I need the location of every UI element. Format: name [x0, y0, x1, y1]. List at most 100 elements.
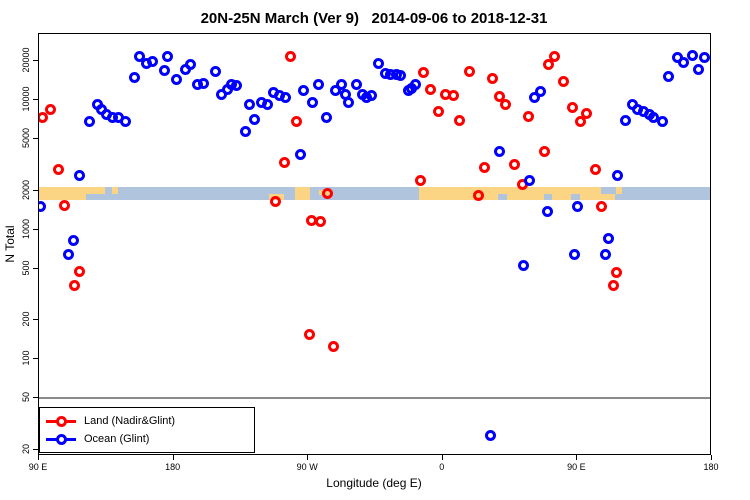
y-tick-mark [33, 138, 38, 140]
land-point [509, 158, 521, 170]
land-point [290, 115, 302, 127]
ocean-point [84, 115, 96, 127]
ocean-point [198, 77, 209, 89]
y-axis-title: N Total [3, 225, 17, 263]
land-point [284, 50, 296, 62]
land-point [589, 164, 601, 176]
ocean-point [485, 429, 497, 441]
ocean-point [162, 50, 174, 62]
ocean-point [600, 248, 612, 260]
land-point [595, 200, 607, 212]
land-point [39, 112, 48, 124]
ocean-point [410, 78, 422, 90]
legend-item-ocean: Ocean (Glint) [46, 430, 254, 448]
ocean-point [612, 169, 624, 181]
y-tick-label: 1000 [21, 218, 31, 239]
land-point [464, 65, 476, 77]
y-tick-label: 100 [21, 350, 31, 366]
y-tick-label: 50 [21, 392, 31, 403]
land-point [549, 50, 561, 62]
strip-ocean-notch [571, 194, 581, 200]
reference-line-50 [39, 397, 710, 400]
ocean-point [295, 149, 307, 161]
land-point [494, 90, 506, 102]
ocean-point [528, 92, 540, 104]
land-point [486, 72, 498, 84]
ocean-point [699, 51, 710, 63]
land-point [522, 110, 534, 122]
land-point [52, 164, 64, 176]
strip-land-segment [616, 187, 623, 194]
legend: Land (Nadir&Glint) Ocean (Glint) [39, 407, 255, 453]
ocean-point [39, 200, 46, 212]
ocean-point [571, 201, 583, 213]
x-tick-label: 90 E [567, 462, 586, 472]
ocean-point [313, 78, 325, 90]
ocean-point [329, 84, 341, 96]
y-tick-label: 10000 [21, 86, 31, 112]
y-tick-mark [33, 228, 38, 230]
ocean-point [365, 89, 377, 101]
land-point [447, 89, 459, 101]
legend-label-ocean: Ocean (Glint) [84, 433, 150, 445]
land-point [473, 189, 485, 201]
land-point [425, 83, 437, 95]
ocean-point [248, 113, 260, 125]
y-tick-mark [33, 397, 38, 399]
ocean-point [335, 78, 347, 90]
land-point [45, 103, 57, 115]
y-tick-mark [33, 189, 38, 191]
x-tick-mark [441, 455, 443, 460]
land-point [543, 58, 555, 70]
land-point [417, 66, 429, 78]
ocean-point [184, 58, 196, 70]
strip-land-segment [418, 187, 615, 200]
y-tick-mark [33, 358, 38, 360]
ocean-marker-icon [46, 433, 76, 445]
legend-item-land: Land (Nadir&Glint) [46, 412, 254, 430]
legend-label-land: Land (Nadir&Glint) [84, 415, 176, 427]
land-point [69, 280, 81, 292]
land-point [322, 187, 334, 199]
chart-title: 20N-25N March (Ver 9) 2014-09-06 to 2018… [200, 10, 548, 27]
land-point [328, 341, 340, 353]
ocean-point [518, 260, 530, 271]
x-tick-mark [711, 455, 712, 460]
x-tick-mark [172, 455, 174, 460]
ocean-point [350, 78, 362, 90]
strip-land-segment [294, 187, 310, 200]
ocean-point [494, 146, 506, 158]
ocean-point [129, 71, 141, 83]
ocean-point [534, 85, 546, 97]
x-axis-title: Longitude (deg E) [326, 476, 422, 490]
land-point [414, 174, 426, 186]
strip-ocean-notch [601, 187, 615, 194]
x-tick-mark [576, 455, 578, 460]
ocean-point [372, 57, 384, 69]
ocean-point [239, 126, 251, 138]
ocean-point [120, 115, 132, 127]
land-point [58, 199, 70, 211]
ocean-point [524, 174, 536, 186]
land-point [269, 195, 281, 207]
land-marker-icon [46, 415, 76, 427]
ocean-point [663, 70, 675, 82]
y-tick-mark [33, 267, 38, 269]
ocean-point [693, 63, 705, 75]
land-point [479, 162, 491, 174]
land-point [453, 114, 465, 126]
x-tick-mark [38, 455, 39, 460]
ocean-point [244, 98, 256, 110]
land-point [567, 102, 579, 114]
x-tick-label: 180 [703, 462, 719, 472]
ocean-point [209, 65, 221, 77]
ocean-point [147, 55, 159, 67]
strip-land-segment [86, 187, 105, 194]
y-tick-label: 20000 [21, 47, 31, 73]
ocean-point [603, 233, 615, 245]
ocean-point [133, 50, 145, 62]
x-tick-label: 90 W [296, 462, 318, 472]
ocean-point [67, 234, 79, 246]
land-point [500, 98, 512, 110]
strip-ocean-notch [498, 194, 508, 200]
